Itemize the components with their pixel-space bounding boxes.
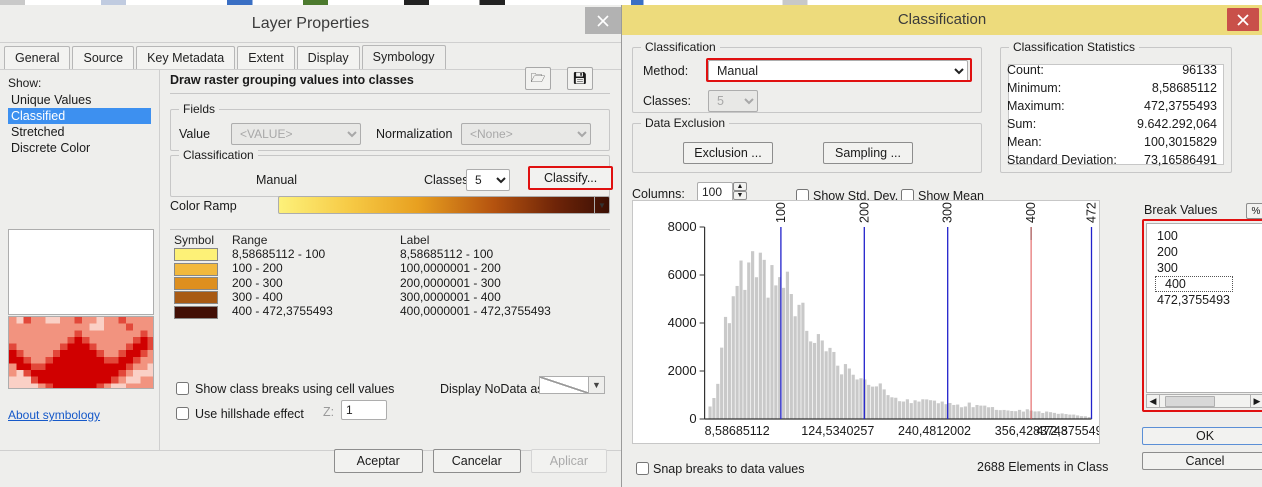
svg-text:6000: 6000 <box>668 267 697 282</box>
svg-text:4000: 4000 <box>668 315 697 330</box>
svg-text:300: 300 <box>941 202 955 223</box>
svg-text:240,4812002: 240,4812002 <box>898 424 971 438</box>
svg-text:8,58685112: 8,58685112 <box>705 424 770 438</box>
svg-text:0: 0 <box>689 411 696 426</box>
svg-text:400: 400 <box>1024 202 1038 223</box>
svg-text:100: 100 <box>774 202 788 223</box>
svg-text:8000: 8000 <box>668 219 697 234</box>
svg-text:200: 200 <box>857 202 871 223</box>
svg-text:472,375549:: 472,375549: <box>1037 424 1101 438</box>
svg-text:472,3755493: 472,3755493 <box>1085 201 1099 223</box>
svg-text:124,5340257: 124,5340257 <box>801 424 874 438</box>
svg-text:2000: 2000 <box>668 363 697 378</box>
